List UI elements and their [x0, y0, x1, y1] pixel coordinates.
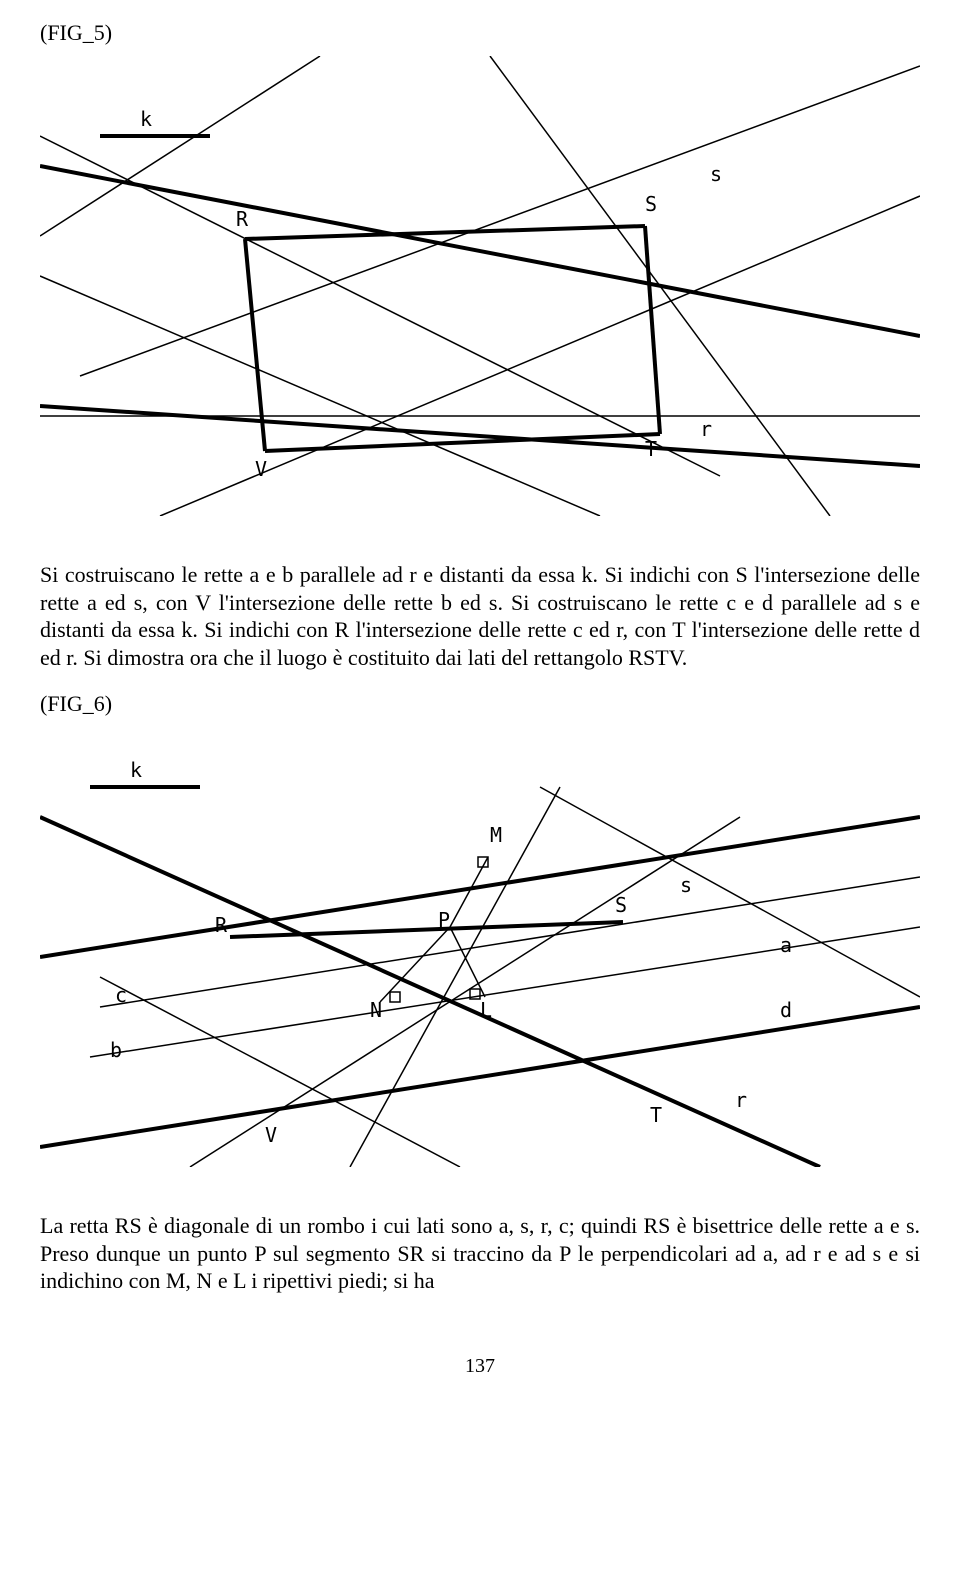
svg-text:S: S — [645, 192, 657, 216]
fig5-label: (FIG_5) — [40, 20, 920, 46]
svg-text:a: a — [780, 933, 792, 957]
paragraph-1: Si costruiscano le rette a e b parallele… — [40, 561, 920, 671]
figure-5: k R Ss Tr V — [40, 56, 920, 521]
svg-text:R: R — [236, 207, 249, 231]
page-number: 137 — [40, 1355, 920, 1378]
figure-6: k R P M Ss a c N Ld b V Tr — [40, 727, 920, 1172]
svg-text:c: c — [115, 983, 127, 1007]
svg-text:k: k — [130, 758, 142, 782]
svg-text:R: R — [215, 913, 228, 937]
svg-text:S: S — [615, 893, 627, 917]
svg-text:P: P — [438, 908, 450, 932]
svg-text:T: T — [650, 1103, 662, 1127]
svg-text:k: k — [140, 107, 152, 131]
svg-text:L: L — [480, 998, 492, 1022]
svg-text:V: V — [265, 1123, 277, 1147]
svg-text:b: b — [110, 1038, 122, 1062]
svg-text:s: s — [710, 162, 722, 186]
paragraph-2: La retta RS è diagonale di un rombo i cu… — [40, 1212, 920, 1295]
svg-text:M: M — [490, 823, 502, 847]
svg-text:r: r — [700, 417, 712, 441]
svg-text:N: N — [370, 998, 382, 1022]
svg-text:s: s — [680, 873, 692, 897]
svg-text:V: V — [255, 457, 267, 481]
svg-text:d: d — [780, 998, 792, 1022]
svg-text:r: r — [735, 1088, 747, 1112]
fig6-label: (FIG_6) — [40, 691, 920, 717]
svg-text:T: T — [645, 437, 657, 461]
